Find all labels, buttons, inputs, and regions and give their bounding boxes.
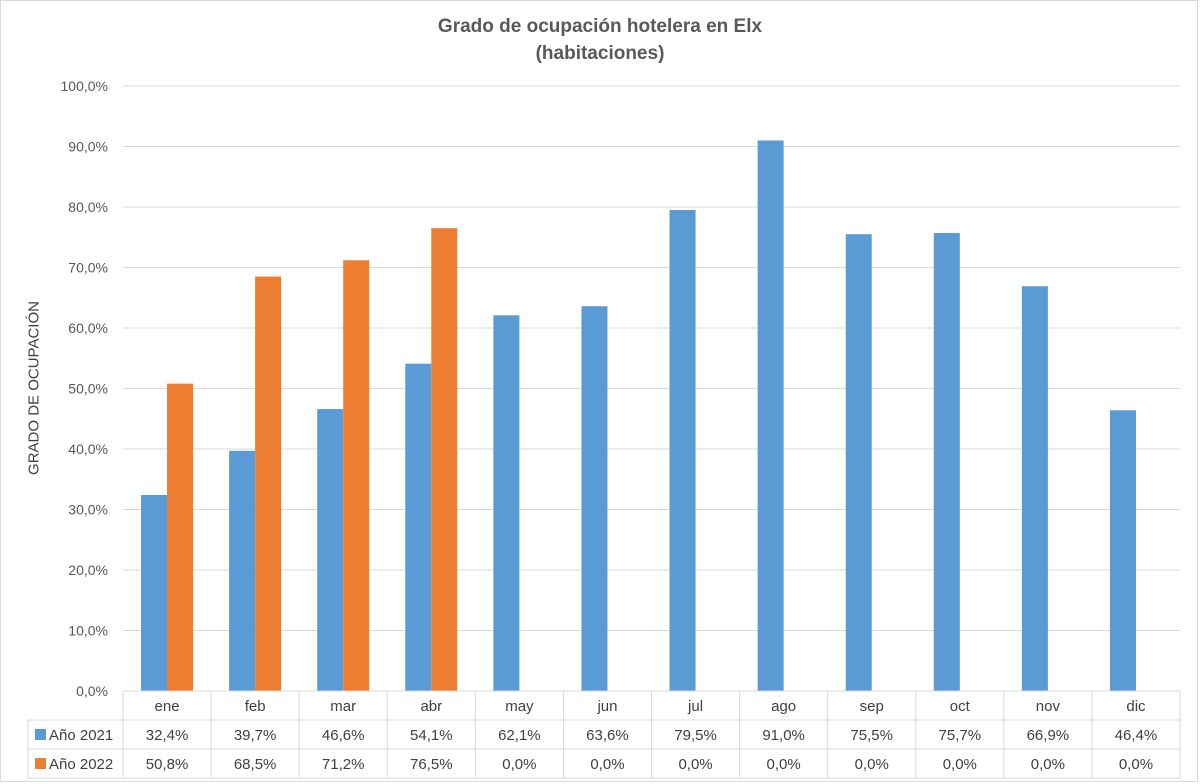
chart-subtitle: (habitaciones)	[535, 43, 665, 64]
chart-title: Grado de ocupación hotelera en Elx	[437, 16, 763, 37]
bar-2021	[845, 234, 872, 691]
bar-2021	[493, 315, 520, 691]
data-label: 62,1%	[498, 727, 541, 744]
data-label: 39,7%	[234, 727, 277, 744]
data-label: 0,0%	[1119, 756, 1153, 773]
y-tick-label: 90,0%	[68, 139, 108, 155]
bar-2022	[431, 228, 458, 692]
bar-2021	[141, 494, 168, 691]
y-tick-label: 100,0%	[61, 78, 108, 94]
data-label: 46,4%	[1115, 727, 1158, 744]
bar-2021	[581, 306, 608, 691]
bar-2021	[1021, 286, 1048, 691]
data-label: 75,7%	[939, 727, 982, 744]
y-tick-label: 60,0%	[68, 320, 108, 336]
y-tick-label: 50,0%	[68, 381, 108, 397]
data-label: 63,6%	[586, 727, 629, 744]
legend-label: Año 2021	[49, 727, 113, 744]
x-tick-label: oct	[950, 698, 971, 715]
data-label: 0,0%	[943, 756, 977, 773]
data-label: 54,1%	[410, 727, 453, 744]
data-label: 71,2%	[322, 756, 365, 773]
data-label: 76,5%	[410, 756, 453, 773]
x-tick-label: jul	[687, 698, 703, 715]
x-tick-label: sep	[860, 698, 884, 715]
bar-2021	[1109, 410, 1136, 691]
x-tick-label: feb	[245, 698, 266, 715]
data-label: 79,5%	[674, 727, 717, 744]
legend-swatch-2021	[35, 729, 46, 740]
data-label: 66,9%	[1027, 727, 1070, 744]
bar-2022	[167, 383, 194, 691]
x-tick-label: jun	[596, 698, 617, 715]
x-tick-label: may	[505, 698, 534, 715]
x-tick-label: ene	[155, 698, 180, 715]
bar-2021	[757, 140, 784, 691]
x-tick-label: abr	[420, 698, 442, 715]
data-label: 0,0%	[1031, 756, 1065, 773]
data-label: 50,8%	[146, 756, 189, 773]
bar-2021	[933, 233, 960, 691]
bar-2022	[255, 276, 282, 691]
data-label: 68,5%	[234, 756, 277, 773]
data-label: 46,6%	[322, 727, 365, 744]
data-label: 0,0%	[502, 756, 536, 773]
bar-2021	[317, 409, 344, 691]
y-tick-label: 40,0%	[68, 441, 108, 457]
y-tick-label: 10,0%	[68, 623, 108, 639]
legend-swatch-2022	[35, 758, 46, 769]
legend-label: Año 2022	[49, 756, 113, 773]
bar-2022	[343, 260, 370, 691]
x-tick-label: dic	[1126, 698, 1146, 715]
data-label: 0,0%	[855, 756, 889, 773]
y-tick-label: 70,0%	[68, 260, 108, 276]
data-label: 0,0%	[678, 756, 712, 773]
y-tick-label: 80,0%	[68, 199, 108, 215]
data-label: 75,5%	[850, 727, 893, 744]
y-tick-label: 30,0%	[68, 502, 108, 518]
data-label: 0,0%	[767, 756, 801, 773]
y-tick-label: 0,0%	[76, 683, 108, 699]
bar-2021	[405, 363, 432, 691]
y-tick-label: 20,0%	[68, 562, 108, 578]
x-tick-label: ago	[771, 698, 796, 715]
x-tick-label: mar	[330, 698, 356, 715]
bar-2021	[669, 210, 696, 691]
data-label: 32,4%	[146, 727, 189, 744]
x-tick-label: nov	[1036, 698, 1061, 715]
data-label: 91,0%	[762, 727, 805, 744]
data-label: 0,0%	[590, 756, 624, 773]
bar-2021	[229, 450, 256, 691]
